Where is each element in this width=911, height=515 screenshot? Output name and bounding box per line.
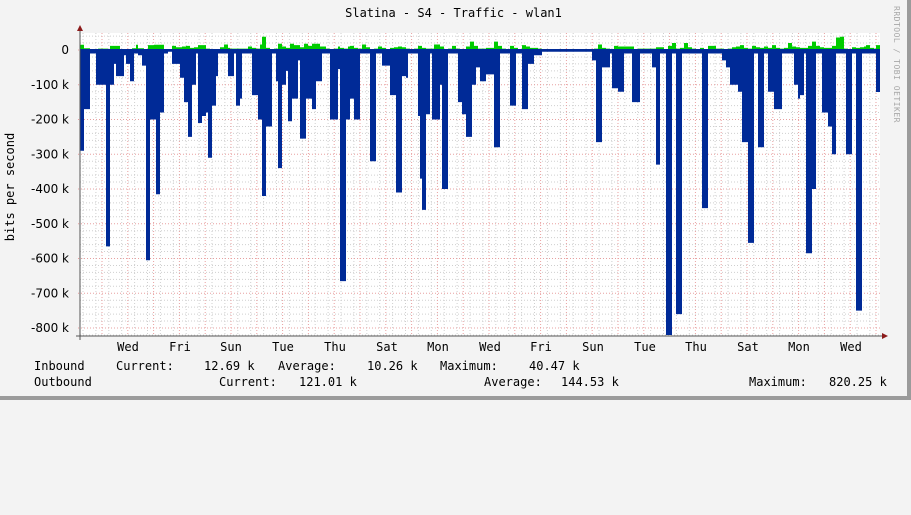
x-tick-label: Sat [376, 340, 398, 354]
outbound-average-label: Average: [484, 375, 542, 389]
y-tick-label: -100 k [31, 78, 69, 92]
y-tick-label: -500 k [31, 217, 69, 231]
y-tick-label: -600 k [31, 252, 69, 266]
legend-row-outbound: Outbound Current: 121.01 k Average: 144.… [17, 375, 887, 390]
traffic-chart: 0 -100 k -200 k -300 k -400 k -500 k -600 k -70… [31, 25, 888, 354]
y-tick-label: -700 k [31, 286, 69, 300]
inbound-average-value: 10.26 k [367, 359, 418, 373]
x-tick-label: Sun [582, 340, 604, 354]
y-tick-label: -800 k [31, 321, 69, 335]
inbound-label: Inbound [34, 359, 85, 373]
inbound-average-label: Average: [278, 359, 336, 373]
inbound-current-label: Current: [116, 359, 174, 373]
rrd-graph-canvas: Slatina - S4 - Traffic - wlan1 bits per … [0, 0, 911, 400]
x-tick-label: Thu [685, 340, 707, 354]
x-tick-label: Fri [530, 340, 552, 354]
outbound-label: Outbound [34, 375, 92, 389]
x-tick-label: Fri [169, 340, 191, 354]
outbound-maximum-value: 820.25 k [829, 375, 887, 389]
x-tick-label: Mon [427, 340, 449, 354]
inbound-maximum-value: 40.47 k [529, 359, 580, 373]
x-tick-label: Wed [117, 340, 139, 354]
inbound-current-value: 12.69 k [204, 359, 255, 373]
outbound-current-label: Current: [219, 375, 277, 389]
legend-row-inbound: Inbound Current: 12.69 k Average: 10.26 … [17, 359, 580, 374]
y-tick-label: -200 k [31, 113, 69, 127]
outbound-current-value: 121.01 k [299, 375, 357, 389]
x-tick-label: Tue [272, 340, 294, 354]
y-tick-label: -400 k [31, 182, 69, 196]
x-tick-label: Wed [479, 340, 501, 354]
x-axis-arrow-icon [882, 333, 888, 339]
outbound-area [80, 50, 880, 335]
y-tick-label: -300 k [31, 147, 69, 161]
y-axis-arrow-icon [77, 25, 83, 31]
rrdtool-watermark: RRDTOOL / TOBI OETIKER [892, 6, 901, 123]
inbound-maximum-label: Maximum: [440, 359, 498, 373]
x-tick-label: Mon [788, 340, 810, 354]
x-tick-label: Sat [737, 340, 759, 354]
x-tick-label: Wed [840, 340, 862, 354]
inbound-area [80, 36, 880, 50]
chart-title: Slatina - S4 - Traffic - wlan1 [345, 6, 562, 20]
outbound-maximum-label: Maximum: [749, 375, 807, 389]
x-tick-label: Sun [220, 340, 242, 354]
x-tick-label: Thu [324, 340, 346, 354]
x-tick-label: Tue [634, 340, 656, 354]
y-tick-label: 0 [61, 43, 69, 57]
outbound-average-value: 144.53 k [561, 375, 619, 389]
